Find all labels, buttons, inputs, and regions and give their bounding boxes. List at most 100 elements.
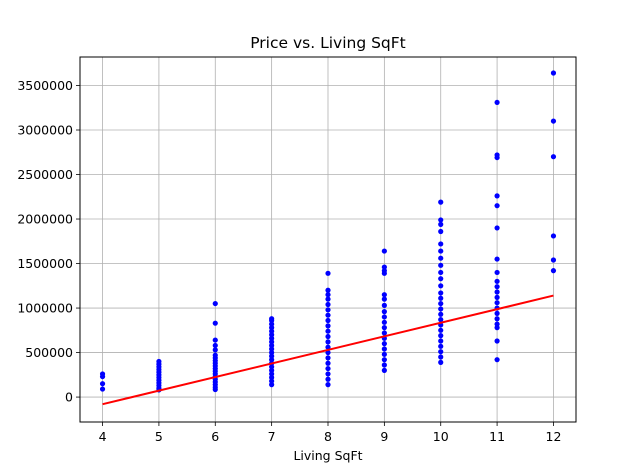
data-point	[269, 321, 275, 327]
scatter-points	[99, 70, 557, 393]
y-tick-label: 2500000	[17, 167, 73, 182]
data-point	[212, 352, 218, 358]
data-point	[325, 349, 331, 356]
data-point	[438, 269, 444, 276]
data-point	[438, 317, 444, 323]
data-point	[381, 296, 387, 302]
data-point	[269, 367, 275, 373]
data-point	[381, 330, 387, 336]
data-point	[438, 300, 444, 307]
data-point	[494, 338, 500, 344]
data-point	[494, 321, 500, 327]
data-point	[269, 364, 275, 370]
data-point	[381, 357, 387, 363]
data-point	[325, 296, 331, 302]
data-point	[325, 339, 331, 345]
data-point	[325, 270, 331, 276]
data-point	[325, 287, 331, 293]
y-tick-label: 1000000	[17, 301, 73, 316]
data-point	[212, 320, 218, 326]
y-tick-label: 3500000	[17, 78, 73, 93]
x-tick-label: 9	[380, 429, 388, 444]
data-point	[550, 154, 557, 160]
data-point	[494, 310, 500, 316]
x-axis-label: Living SqFt	[293, 448, 362, 463]
data-point	[325, 344, 331, 350]
data-point	[325, 365, 331, 372]
data-point	[438, 248, 444, 254]
x-tick-label: 5	[155, 429, 163, 444]
data-point	[550, 268, 557, 274]
data-point	[494, 225, 500, 231]
data-point	[381, 351, 387, 357]
chart-title: Price vs. Living SqFt	[250, 34, 406, 52]
data-point	[381, 309, 387, 315]
data-point	[438, 333, 444, 339]
grid	[80, 57, 576, 422]
data-point	[438, 343, 444, 349]
x-tick-label: 11	[489, 429, 505, 444]
data-point	[494, 193, 500, 199]
data-point	[550, 257, 557, 263]
data-point	[269, 316, 275, 322]
y-tick-label: 3000000	[17, 123, 73, 138]
y-tick-label: 500000	[25, 345, 73, 360]
y-tick-label: 2000000	[17, 212, 73, 227]
y-tick-label: 1500000	[17, 256, 73, 271]
data-point	[494, 269, 500, 276]
regression-line	[102, 294, 554, 406]
x-tick-label: 12	[546, 429, 562, 444]
data-point	[381, 314, 387, 320]
data-point	[269, 371, 275, 377]
x-tick-label: 6	[211, 429, 219, 444]
data-point	[438, 311, 444, 317]
data-point	[99, 371, 106, 377]
data-point	[438, 276, 444, 282]
x-tick-label: 7	[268, 429, 276, 444]
data-point	[325, 317, 331, 324]
x-tick-label: 4	[99, 429, 107, 444]
data-point	[269, 357, 275, 363]
axis-ticks: 4 5 6 7 8 9 10 11 12 0 500000 1000000 1500000 2000000…	[17, 78, 561, 444]
data-point	[438, 221, 444, 227]
data-point	[325, 292, 331, 298]
data-point	[438, 338, 444, 344]
data-point	[269, 374, 275, 381]
data-point	[325, 301, 331, 308]
data-point	[494, 203, 500, 209]
data-point	[381, 268, 387, 274]
data-point	[494, 256, 500, 262]
data-point	[438, 290, 444, 296]
data-point	[269, 339, 275, 345]
data-point	[438, 354, 444, 360]
y-tick-label: 0	[65, 390, 73, 405]
data-point	[269, 382, 275, 388]
data-point	[381, 292, 387, 298]
data-point	[438, 241, 444, 247]
data-point	[99, 386, 106, 392]
data-point	[325, 355, 331, 361]
data-point	[494, 357, 500, 363]
data-point	[494, 284, 500, 290]
data-point	[325, 312, 331, 318]
data-point	[438, 295, 444, 301]
data-point	[269, 325, 275, 331]
data-point	[381, 264, 387, 270]
data-point	[494, 152, 500, 158]
data-point	[438, 262, 444, 268]
data-point	[269, 349, 275, 356]
data-point	[494, 294, 500, 300]
data-point	[99, 381, 106, 387]
data-point	[381, 319, 387, 325]
data-point	[550, 118, 557, 124]
data-point	[325, 323, 331, 329]
data-point	[325, 376, 331, 382]
fit-line-path	[102, 294, 554, 406]
data-point	[212, 337, 218, 343]
data-point	[494, 99, 500, 106]
data-point	[325, 371, 331, 377]
data-point	[212, 342, 218, 349]
data-point	[381, 341, 387, 347]
data-point	[381, 367, 387, 373]
